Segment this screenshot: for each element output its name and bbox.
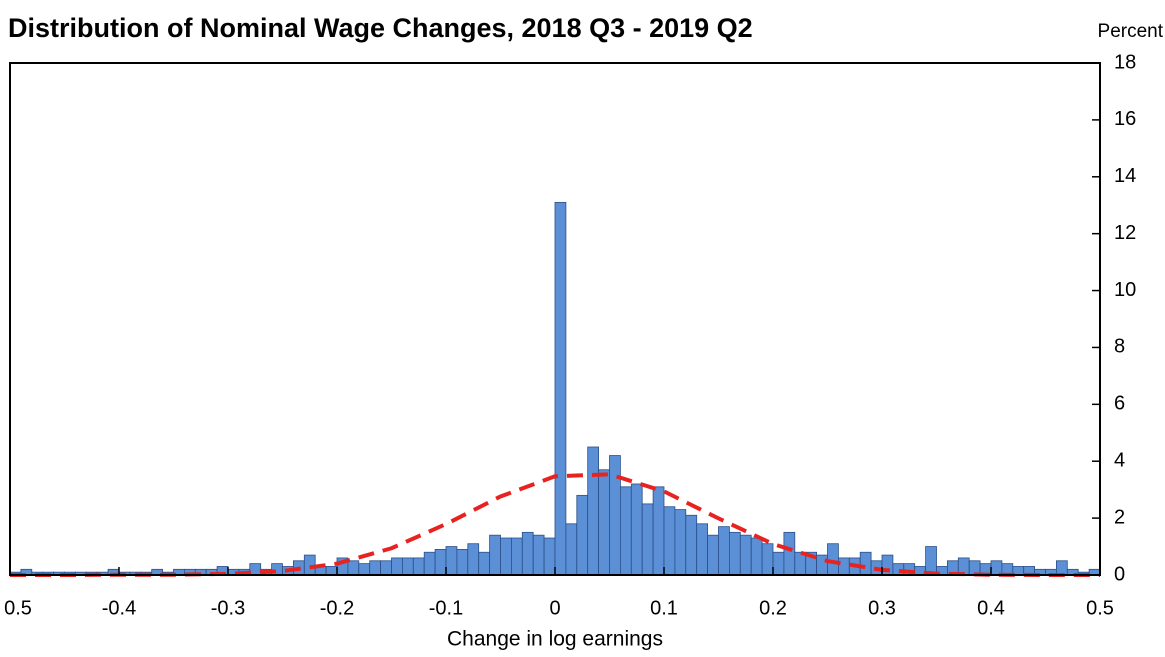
y-tick-label: 6 bbox=[1114, 393, 1125, 415]
y-tick-label: 0 bbox=[1114, 563, 1125, 585]
bar bbox=[423, 551, 436, 576]
y-tick-label: 16 bbox=[1114, 108, 1136, 130]
bar bbox=[467, 543, 480, 576]
bar bbox=[620, 486, 632, 576]
bar bbox=[576, 494, 589, 576]
bar bbox=[609, 455, 621, 576]
bar bbox=[380, 560, 392, 576]
bar bbox=[391, 557, 403, 576]
bar bbox=[816, 554, 828, 576]
bar bbox=[587, 446, 600, 576]
bar bbox=[739, 534, 752, 576]
bar bbox=[783, 531, 796, 576]
bar bbox=[500, 537, 512, 576]
x-tick-label: -0.2 bbox=[320, 597, 354, 619]
x-tick-label: 0.2 bbox=[759, 597, 787, 619]
x-tick-label: 0.4 bbox=[977, 597, 1005, 619]
bar bbox=[478, 551, 491, 576]
x-tick-label: 0.1 bbox=[650, 597, 678, 619]
bar bbox=[412, 557, 425, 576]
bar bbox=[456, 549, 469, 576]
bar bbox=[663, 506, 676, 576]
x-tick-label: 0.5 bbox=[4, 597, 32, 619]
bar bbox=[674, 509, 687, 576]
bar bbox=[521, 531, 534, 576]
bar bbox=[358, 563, 371, 576]
bar bbox=[772, 551, 785, 576]
bar bbox=[761, 543, 774, 576]
chart-title: Distribution of Nominal Wage Changes, 20… bbox=[8, 13, 753, 43]
bar bbox=[707, 534, 719, 576]
y-tick-label: 10 bbox=[1114, 279, 1136, 301]
bar bbox=[630, 483, 643, 576]
bar bbox=[718, 526, 730, 576]
y-tick-label: 2 bbox=[1114, 506, 1125, 528]
bar bbox=[445, 546, 458, 576]
bar bbox=[510, 537, 523, 576]
bar bbox=[1056, 560, 1068, 576]
y-tick-label: 12 bbox=[1114, 222, 1136, 244]
x-tick-label: 0 bbox=[549, 597, 560, 619]
bar bbox=[750, 537, 763, 576]
bar bbox=[249, 563, 262, 576]
y-tick-label: 8 bbox=[1114, 336, 1125, 358]
bar bbox=[347, 560, 360, 576]
x-tick-label: -0.4 bbox=[102, 597, 136, 619]
x-tick-label: 0.3 bbox=[868, 597, 896, 619]
bar bbox=[598, 469, 610, 576]
bar bbox=[489, 534, 501, 576]
y-tick-label: 18 bbox=[1114, 51, 1136, 73]
bar bbox=[729, 531, 741, 576]
x-tick-label: -0.3 bbox=[211, 597, 245, 619]
bar bbox=[532, 534, 545, 576]
bar bbox=[565, 523, 578, 576]
bar bbox=[641, 503, 654, 576]
y-tick-label: 4 bbox=[1114, 450, 1125, 472]
bar bbox=[696, 523, 709, 576]
bar bbox=[554, 201, 567, 576]
bar bbox=[838, 557, 850, 576]
x-axis-label: Change in log earnings bbox=[447, 628, 663, 651]
bar bbox=[434, 549, 447, 576]
y-axis-label: Percent bbox=[1098, 21, 1164, 42]
y-tick-label: 14 bbox=[1114, 165, 1136, 187]
x-tick-label: 0.5 bbox=[1086, 597, 1114, 619]
bar bbox=[652, 486, 665, 576]
bar bbox=[369, 560, 382, 576]
bar bbox=[543, 537, 556, 576]
bar bbox=[859, 551, 872, 576]
x-tick-label: -0.1 bbox=[429, 597, 463, 619]
bar bbox=[325, 566, 338, 576]
bar bbox=[925, 546, 937, 576]
bar bbox=[401, 557, 414, 576]
bar bbox=[685, 514, 698, 576]
